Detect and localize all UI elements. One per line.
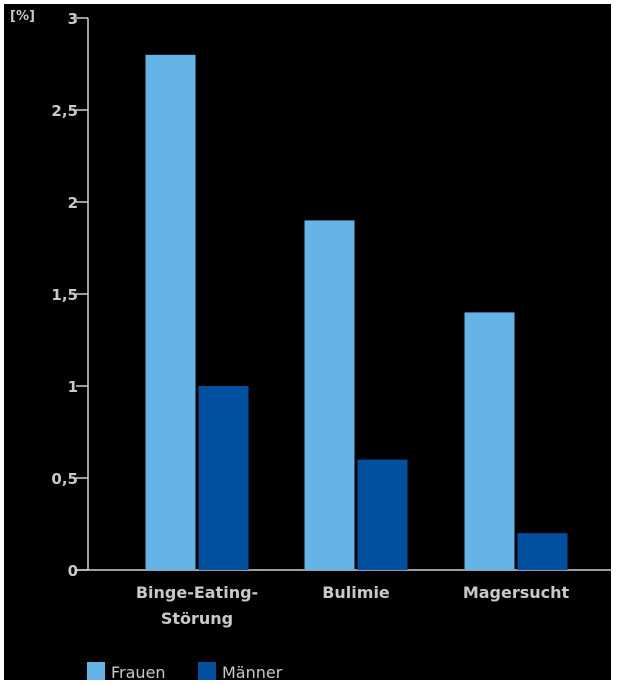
category-label: Binge-Eating-	[136, 583, 258, 602]
chart-frame: [%] 0 0,5 1 1,5 2 2,5 3 Binge-Eating- Störung Bul…	[4, 4, 611, 680]
category-label: Magersucht	[463, 583, 570, 602]
y-tick-label: 3	[68, 10, 78, 28]
bar-mnner-1	[357, 459, 408, 570]
legend: Frauen Männer	[87, 662, 283, 680]
legend-label: Männer	[222, 663, 283, 680]
bar-mnner-2	[517, 533, 568, 570]
bar-chart: [%] 0 0,5 1 1,5 2 2,5 3 Binge-Eating- Störung Bul…	[10, 9, 611, 680]
y-tick-label: 0	[68, 562, 78, 580]
y-tick-label: 0,5	[51, 470, 78, 488]
bar-frauen-2	[464, 312, 515, 570]
legend-swatch	[198, 662, 216, 680]
bar-frauen-0	[145, 54, 196, 571]
legend-swatch	[87, 662, 105, 680]
y-tick-label: 1,5	[51, 286, 78, 304]
y-tick-label: 2,5	[51, 102, 78, 120]
category-label: Störung	[161, 609, 233, 628]
y-tick-label: 1	[68, 378, 78, 396]
y-tick-label: 2	[68, 194, 78, 212]
legend-label: Frauen	[111, 663, 166, 680]
y-axis-unit-label: [%]	[10, 9, 35, 24]
category-labels: Binge-Eating- Störung Bulimie Magersucht	[136, 583, 570, 628]
bar-frauen-1	[304, 220, 355, 570]
bar-mnner-0	[198, 386, 249, 570]
category-label: Bulimie	[322, 583, 390, 602]
bars	[145, 54, 568, 571]
